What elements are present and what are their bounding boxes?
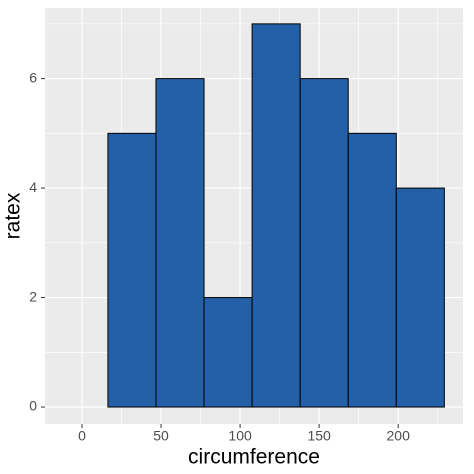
bar [107,132,157,408]
bar [395,187,445,408]
bar [251,23,301,408]
y-tick-label: 2 [29,288,37,304]
bar [347,132,397,408]
x-axis-title: circumference [188,446,320,469]
y-axis-title: ratex [2,192,25,239]
bars [107,23,445,408]
x-tick-label: 150 [307,428,331,444]
x-tick-label: 50 [153,428,169,444]
bar [155,78,205,408]
x-tick-label: 100 [228,428,252,444]
bar [203,297,253,408]
y-tick-label: 0 [29,398,37,414]
x-tick-label: 200 [387,428,411,444]
y-tick-label: 4 [29,179,37,195]
y-tick-label: 6 [29,69,37,85]
bar [299,78,349,408]
x-tick-label: 0 [78,428,86,444]
